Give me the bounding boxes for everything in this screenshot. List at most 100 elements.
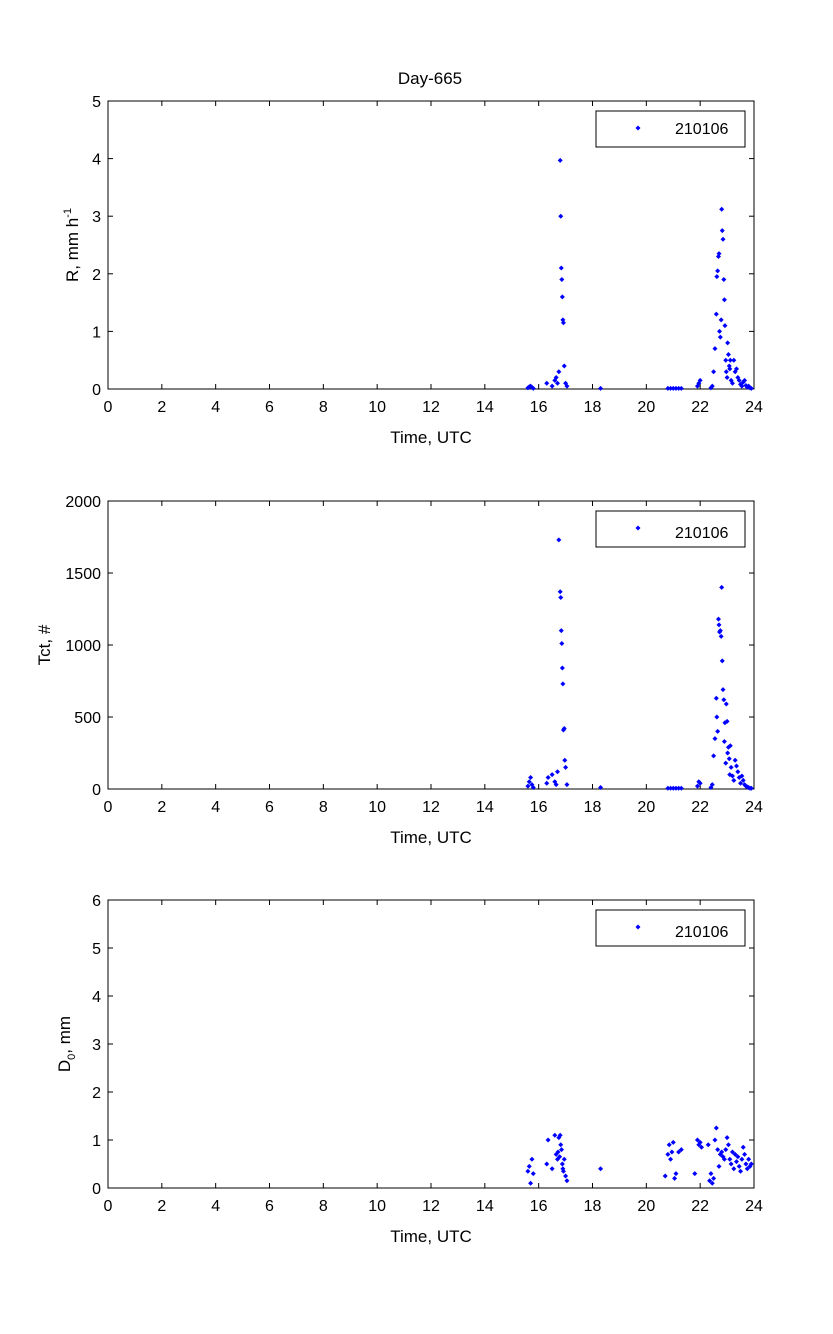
legend: 210106 [595, 110, 746, 148]
data-point [557, 1154, 563, 1160]
data-point [719, 206, 725, 212]
data-point [725, 1142, 731, 1148]
data-point [739, 1156, 745, 1162]
data-point [707, 1178, 713, 1184]
y-tick-label: 4 [92, 152, 101, 169]
data-point [559, 1161, 565, 1167]
data-point [718, 633, 724, 639]
data-point [725, 340, 731, 346]
data-point [728, 764, 734, 770]
data-point [564, 1178, 570, 1184]
data-point [721, 277, 727, 283]
x-tick-label: 12 [422, 799, 440, 816]
legend: 210106 [595, 909, 746, 947]
x-tick-label: 0 [104, 1198, 113, 1215]
y-tick-label: 6 [92, 893, 101, 910]
x-tick-label: 18 [584, 1198, 602, 1215]
data-point [726, 756, 732, 762]
y-tick-label: 4 [92, 989, 101, 1006]
data-point [559, 277, 565, 283]
data-point [544, 780, 550, 786]
x-tick-label: 8 [319, 399, 328, 416]
data-point [557, 589, 563, 595]
legend-box [595, 909, 746, 947]
data-point [665, 785, 671, 791]
data-point [713, 311, 719, 317]
x-tick-label: 2 [157, 399, 166, 416]
data-point [670, 785, 676, 791]
x-tick-label: 10 [368, 399, 386, 416]
data-point [715, 728, 721, 734]
data-point [727, 743, 733, 749]
y-tick-marks: 0 1 2 3 4 5 6 [92, 893, 754, 1198]
y-axis-label-main: D [55, 1060, 74, 1072]
x-tick-label: 22 [691, 1198, 709, 1215]
legend-marker-icon [635, 525, 641, 531]
legend-entry-label: 210106 [675, 121, 728, 138]
data-point [709, 1180, 715, 1186]
data-point [735, 1154, 741, 1160]
data-point [713, 695, 719, 701]
data-point [729, 1149, 735, 1155]
x-tick-label: 14 [476, 1198, 494, 1215]
data-point [740, 1144, 746, 1150]
x-tick-label: 6 [265, 799, 274, 816]
data-point [717, 334, 723, 340]
data-point [731, 357, 737, 363]
data-point [692, 1171, 698, 1177]
data-point [746, 1156, 752, 1162]
data-point [735, 769, 741, 775]
data-point [668, 785, 674, 791]
data-point [553, 374, 559, 380]
x-tick-label: 20 [637, 399, 655, 416]
data-point [712, 346, 718, 352]
x-tick-label: 2 [157, 1198, 166, 1215]
x-tick-label: 0 [104, 799, 113, 816]
y-tick-label: 0 [92, 782, 101, 799]
x-tick-label: 4 [211, 399, 220, 416]
x-tick-label: 10 [368, 799, 386, 816]
data-point [736, 1163, 742, 1169]
y-tick-label: 1000 [65, 638, 101, 655]
figure-title: Day-665 [398, 69, 462, 88]
data-point [742, 377, 748, 383]
data-point [676, 385, 682, 391]
y-axis-label-suffix: , mm [55, 1016, 74, 1054]
data-point [722, 323, 728, 329]
y-axis-label-main: R, mm h [63, 218, 82, 282]
x-tick-label: 18 [584, 399, 602, 416]
data-point [528, 1180, 534, 1186]
data-point [556, 537, 562, 543]
data-point [711, 753, 717, 759]
data-point [598, 785, 604, 791]
y-tick-label: 0 [92, 382, 101, 399]
data-point [723, 701, 729, 707]
legend-box [595, 510, 746, 548]
legend-marker-icon [635, 924, 641, 930]
data-point [719, 584, 725, 590]
data-point [665, 385, 671, 391]
x-tick-label: 20 [637, 799, 655, 816]
x-tick-label: 10 [368, 1198, 386, 1215]
data-point [729, 773, 735, 779]
data-point [598, 1166, 604, 1172]
y-tick-label: 1 [92, 324, 101, 341]
data-point [694, 783, 700, 789]
data-point [732, 1151, 738, 1157]
y-tick-label: 3 [92, 1037, 101, 1054]
data-point [673, 785, 679, 791]
data-point [665, 1151, 671, 1157]
data-point [717, 328, 723, 334]
data-point [748, 1161, 754, 1167]
data-point [716, 251, 722, 257]
x-tick-label: 4 [211, 1198, 220, 1215]
data-point [738, 1168, 744, 1174]
data-point [739, 773, 745, 779]
data-point [718, 317, 724, 323]
data-point [563, 1173, 569, 1179]
data-point [714, 714, 720, 720]
data-point [544, 380, 550, 386]
data-point [530, 385, 536, 391]
